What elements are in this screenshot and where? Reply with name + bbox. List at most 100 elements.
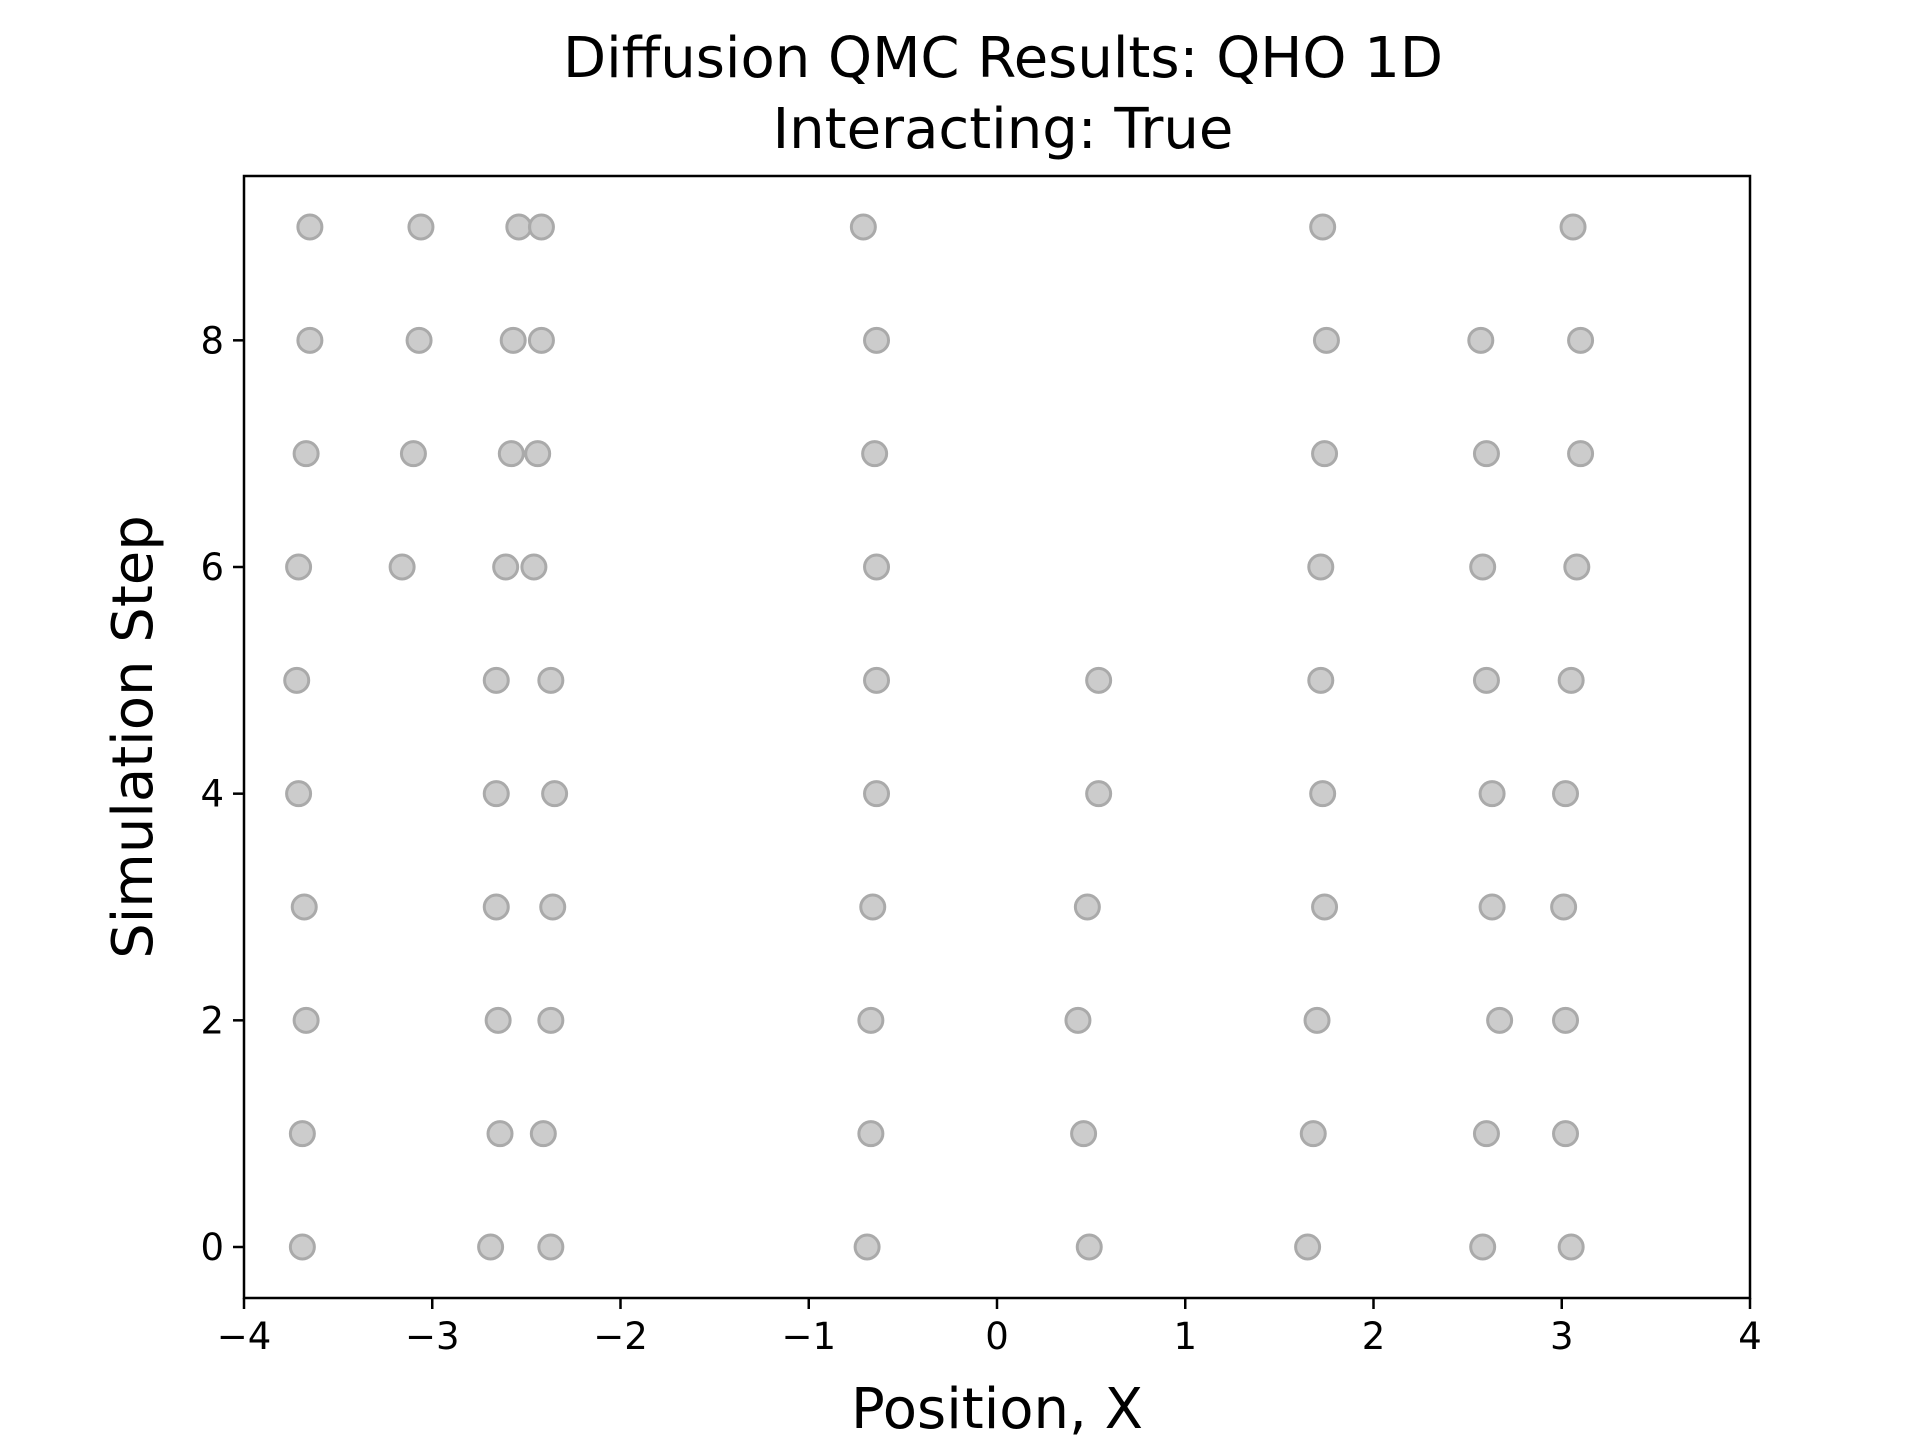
chart-subtitle: Interacting: True bbox=[773, 97, 1234, 162]
walker-point bbox=[1467, 326, 1495, 354]
walker-point bbox=[1557, 1233, 1585, 1261]
x-axis-ticks: −4 −3 −2 −1 0 1 2 3 4 bbox=[217, 1298, 1762, 1358]
y-tick-label: 8 bbox=[200, 319, 224, 362]
walker-point bbox=[1552, 780, 1580, 808]
y-tick-label: 0 bbox=[200, 1226, 224, 1269]
walker-point bbox=[388, 553, 416, 581]
walker-point bbox=[1472, 666, 1500, 694]
walker-point bbox=[1550, 893, 1578, 921]
walker-point bbox=[1075, 1233, 1103, 1261]
walker-point bbox=[1303, 1006, 1331, 1034]
x-tick-label: 1 bbox=[1173, 1315, 1197, 1358]
walker-point bbox=[505, 213, 533, 241]
walker-point bbox=[482, 666, 510, 694]
walker-point bbox=[1085, 780, 1113, 808]
walker-point bbox=[1469, 553, 1497, 581]
walker-point bbox=[292, 440, 320, 468]
y-tick-label: 6 bbox=[200, 546, 224, 589]
y-tick-label: 2 bbox=[200, 999, 224, 1042]
walker-point bbox=[859, 893, 887, 921]
x-tick-label: 3 bbox=[1550, 1315, 1574, 1358]
walker-point bbox=[1073, 893, 1101, 921]
walker-point bbox=[1070, 1120, 1098, 1148]
walker-point bbox=[863, 780, 891, 808]
y-axis-ticks: 0 2 4 6 8 bbox=[200, 319, 244, 1269]
walker-point bbox=[1557, 666, 1585, 694]
walker-point bbox=[1567, 440, 1595, 468]
walker-point bbox=[857, 1120, 885, 1148]
y-tick-label: 4 bbox=[200, 773, 224, 816]
walker-point bbox=[296, 213, 324, 241]
x-tick-label: 2 bbox=[1362, 1315, 1386, 1358]
walker-point bbox=[285, 553, 313, 581]
walker-point bbox=[486, 1120, 514, 1148]
walker-point bbox=[285, 780, 313, 808]
walker-point bbox=[1307, 553, 1335, 581]
walker-point bbox=[288, 1120, 316, 1148]
y-axis-label: Simulation Step bbox=[101, 515, 166, 959]
x-tick-label: −3 bbox=[405, 1315, 460, 1358]
walker-point bbox=[1064, 1006, 1092, 1034]
x-tick-label: 4 bbox=[1738, 1315, 1762, 1358]
walker-point bbox=[1299, 1120, 1327, 1148]
walker-point bbox=[1312, 326, 1340, 354]
walker-point bbox=[1552, 1006, 1580, 1034]
plot-area bbox=[242, 174, 1752, 1300]
walker-point bbox=[1309, 780, 1337, 808]
chart-title: Diffusion QMC Results: QHO 1D bbox=[563, 26, 1443, 91]
walker-point bbox=[861, 440, 889, 468]
walker-point bbox=[477, 1233, 505, 1261]
walker-point bbox=[1469, 1233, 1497, 1261]
walker-point bbox=[1563, 553, 1591, 581]
walker-point bbox=[1559, 213, 1587, 241]
walker-point bbox=[1472, 1120, 1500, 1148]
walker-point bbox=[1472, 440, 1500, 468]
walker-point bbox=[296, 326, 324, 354]
walker-point bbox=[863, 666, 891, 694]
walker-point bbox=[482, 893, 510, 921]
walker-point bbox=[492, 553, 520, 581]
walker-point bbox=[1478, 780, 1506, 808]
walker-point bbox=[863, 553, 891, 581]
walker-point bbox=[520, 553, 548, 581]
walker-point bbox=[1567, 326, 1595, 354]
walker-point bbox=[1309, 213, 1337, 241]
walker-point bbox=[497, 440, 525, 468]
walker-point bbox=[541, 780, 569, 808]
walker-point bbox=[849, 213, 877, 241]
walker-point bbox=[407, 213, 435, 241]
walker-point bbox=[1311, 440, 1339, 468]
walker-point bbox=[399, 440, 427, 468]
walker-point bbox=[1307, 666, 1335, 694]
walker-point bbox=[537, 1006, 565, 1034]
x-tick-label: −2 bbox=[593, 1315, 648, 1358]
walker-point bbox=[527, 213, 555, 241]
walker-point bbox=[1486, 1006, 1514, 1034]
walker-point bbox=[290, 893, 318, 921]
x-tick-label: −1 bbox=[781, 1315, 836, 1358]
data-points bbox=[283, 213, 1595, 1261]
walker-point bbox=[1311, 893, 1339, 921]
x-tick-label: 0 bbox=[985, 1315, 1009, 1358]
walker-point bbox=[499, 326, 527, 354]
walker-point bbox=[529, 1120, 557, 1148]
walker-point bbox=[857, 1006, 885, 1034]
walker-point bbox=[527, 326, 555, 354]
walker-point bbox=[853, 1233, 881, 1261]
walker-point bbox=[482, 780, 510, 808]
x-tick-label: −4 bbox=[217, 1315, 272, 1358]
walker-point bbox=[292, 1006, 320, 1034]
walker-point bbox=[1294, 1233, 1322, 1261]
walker-point bbox=[1085, 666, 1113, 694]
walker-point bbox=[537, 1233, 565, 1261]
x-axis-label: Position, X bbox=[851, 1377, 1143, 1440]
walker-point bbox=[537, 666, 565, 694]
walker-point bbox=[484, 1006, 512, 1034]
walker-point bbox=[1552, 1120, 1580, 1148]
walker-point bbox=[283, 666, 311, 694]
walker-point bbox=[405, 326, 433, 354]
walker-point bbox=[1478, 893, 1506, 921]
walker-point bbox=[524, 440, 552, 468]
walker-point bbox=[288, 1233, 316, 1261]
